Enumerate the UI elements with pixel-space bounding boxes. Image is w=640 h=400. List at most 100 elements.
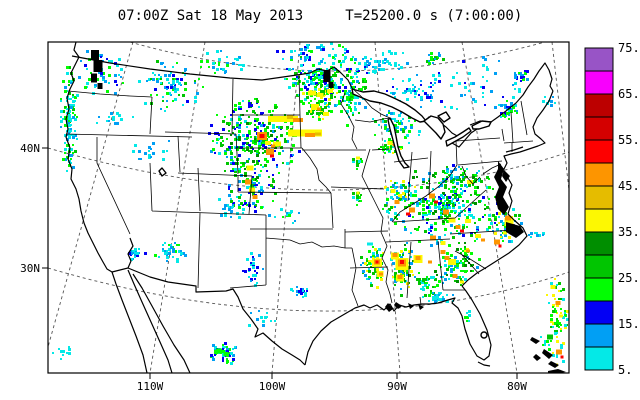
echo-pixel bbox=[254, 274, 257, 277]
echo-core bbox=[505, 215, 511, 221]
echo-core bbox=[504, 218, 514, 226]
echo-pixel bbox=[378, 68, 381, 71]
echo-pixel bbox=[64, 106, 66, 108]
echo-pixel bbox=[260, 124, 263, 127]
echo-pixel bbox=[194, 100, 197, 103]
echo-pixel bbox=[446, 202, 448, 204]
echo-pixel bbox=[300, 292, 302, 294]
echo-pixel bbox=[256, 150, 259, 153]
echo-pixel bbox=[324, 102, 327, 105]
echo-pixel bbox=[346, 98, 349, 101]
echo-pixel bbox=[462, 174, 464, 176]
echo-pixel bbox=[226, 62, 229, 65]
echo-pixel bbox=[226, 204, 229, 207]
echo-pixel bbox=[464, 246, 466, 248]
echo-pixel bbox=[354, 102, 357, 105]
echo-pixel bbox=[520, 74, 523, 77]
echo-pixel bbox=[302, 70, 304, 72]
echo-pixel bbox=[228, 146, 231, 149]
echo-pixel bbox=[394, 182, 396, 184]
echo-pixel bbox=[490, 222, 493, 225]
echo-pixel bbox=[564, 312, 566, 314]
echo-pixel bbox=[308, 76, 311, 79]
echo-pixel bbox=[252, 264, 255, 267]
echo-pixel bbox=[114, 92, 117, 95]
echo-pixel bbox=[460, 174, 462, 176]
echo-pixel bbox=[446, 268, 449, 271]
echo-pixel bbox=[408, 194, 410, 196]
echo-pixel bbox=[446, 168, 449, 171]
echo-pixel bbox=[172, 100, 174, 102]
echo-pixel bbox=[320, 100, 323, 103]
echo-pixel bbox=[66, 66, 69, 69]
echo-pixel bbox=[178, 94, 180, 96]
echo-pixel bbox=[238, 196, 241, 199]
echo-pixel bbox=[342, 90, 344, 92]
echo-pixel bbox=[254, 210, 257, 213]
echo-core bbox=[259, 134, 265, 138]
echo-pixel bbox=[224, 204, 227, 207]
echo-pixel bbox=[134, 248, 137, 251]
echo-pixel bbox=[70, 82, 72, 84]
echo-pixel bbox=[392, 112, 395, 115]
echo-pixel bbox=[464, 264, 467, 267]
echo-pixel bbox=[160, 78, 162, 80]
echo-pixel bbox=[72, 116, 75, 119]
echo-pixel bbox=[454, 176, 456, 178]
echo-pixel bbox=[418, 94, 420, 96]
echo-pixel bbox=[160, 76, 162, 78]
echo-pixel bbox=[562, 342, 565, 345]
echo-pixel bbox=[238, 108, 240, 110]
echo-pixel bbox=[434, 270, 437, 273]
echo-pixel bbox=[248, 102, 251, 105]
echo-pixel bbox=[380, 68, 383, 71]
echo-pixel bbox=[400, 186, 403, 189]
echo-pixel bbox=[160, 62, 163, 65]
colorbar-cell bbox=[584, 254, 614, 279]
echo-pixel bbox=[442, 296, 444, 298]
echo-pixel bbox=[320, 90, 323, 93]
echo-pixel bbox=[164, 250, 166, 252]
echo-pixel bbox=[326, 92, 329, 95]
echo-pixel bbox=[450, 270, 453, 273]
echo-pixel bbox=[446, 300, 449, 303]
echo-pixel bbox=[72, 136, 75, 139]
echo-pixel bbox=[110, 60, 113, 63]
echo-pixel bbox=[500, 116, 502, 118]
echo-pixel bbox=[70, 106, 73, 109]
echo-pixel bbox=[430, 290, 432, 292]
echo-pixel bbox=[502, 222, 505, 225]
echo-pixel bbox=[234, 104, 237, 107]
echo-pixel bbox=[408, 204, 411, 207]
echo-pixel bbox=[278, 152, 281, 155]
echo-pixel bbox=[438, 280, 441, 283]
echo-pixel bbox=[444, 228, 447, 231]
echo-pixel bbox=[440, 194, 443, 197]
echo-pixel bbox=[394, 222, 397, 225]
echo-pixel bbox=[332, 80, 334, 82]
echo-pixel bbox=[72, 134, 75, 137]
echo-pixel bbox=[348, 70, 351, 73]
echo-pixel bbox=[564, 326, 567, 329]
echo-pixel bbox=[424, 214, 426, 216]
echo-pixel bbox=[330, 76, 332, 78]
echo-pixel bbox=[148, 78, 151, 81]
echo-pixel bbox=[450, 274, 453, 277]
echo-pixel bbox=[502, 240, 504, 242]
echo-pixel bbox=[408, 250, 411, 253]
echo-pixel bbox=[64, 142, 66, 144]
echo-pixel bbox=[324, 82, 327, 85]
echo-pixel bbox=[128, 252, 131, 255]
echo-pixel bbox=[250, 146, 253, 149]
echo-pixel bbox=[364, 274, 367, 277]
echo-pixel bbox=[464, 242, 466, 244]
echo-pixel bbox=[486, 80, 488, 82]
echo-pixel bbox=[558, 298, 560, 300]
echo-pixel bbox=[454, 190, 457, 193]
echo-pixel bbox=[466, 168, 468, 170]
echo-pixel bbox=[100, 56, 102, 58]
echo-pixel bbox=[454, 194, 456, 196]
echo-pixel bbox=[400, 122, 403, 125]
pacific-coastline bbox=[65, 42, 129, 273]
